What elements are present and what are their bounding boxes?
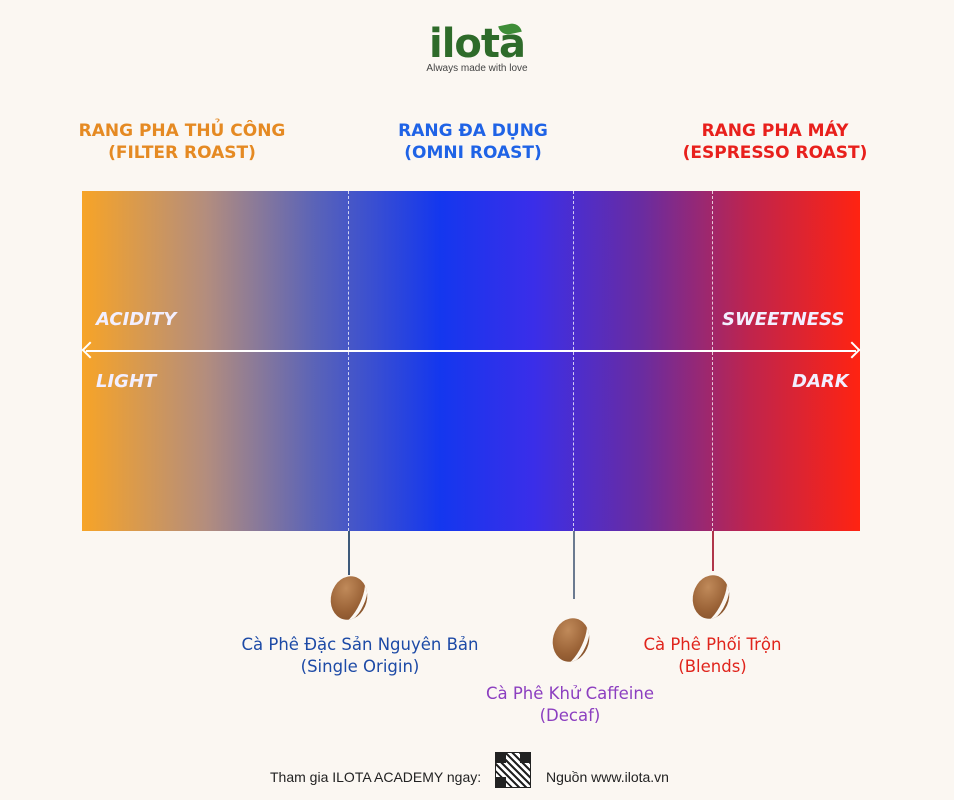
bean-crease xyxy=(691,571,735,623)
coffee-decaf: Cà Phê Khử Caffeine (Decaf) xyxy=(440,683,700,727)
coffee-single-origin-vi: Cà Phê Đặc Sản Nguyên Bản xyxy=(241,635,479,654)
coffee-blends-en: (Blends) xyxy=(678,657,747,676)
heading-filter-title: RANG PHA THỦ CÔNG xyxy=(78,121,286,141)
marker-decaf-dashed xyxy=(573,191,574,531)
coffee-decaf-en: (Decaf) xyxy=(539,706,601,725)
footer-source-link[interactable]: Nguồn www.ilota.vn xyxy=(546,769,669,785)
qr-code-icon[interactable] xyxy=(495,752,531,788)
roast-gradient-bar xyxy=(82,191,860,531)
label-light: LIGHT xyxy=(96,371,157,392)
coffee-blends-vi: Cà Phê Phối Trộn xyxy=(643,635,782,654)
heading-filter-roast: RANG PHA THỦ CÔNG (FILTER ROAST) xyxy=(52,120,312,164)
heading-omni-title: RANG ĐA DỤNG xyxy=(398,121,548,141)
marker-blends-dashed xyxy=(712,191,713,531)
double-arrow-icon xyxy=(86,350,856,352)
label-dark: DARK xyxy=(792,371,849,392)
heading-omni-roast: RANG ĐA DỤNG (OMNI ROAST) xyxy=(358,120,588,164)
heading-espresso-subtitle: (ESPRESSO ROAST) xyxy=(682,143,868,163)
connector-decaf xyxy=(573,531,575,599)
brand-logo: ilota Always made with love xyxy=(0,21,954,74)
connector-blends xyxy=(712,531,714,571)
label-sweetness: SWEETNESS xyxy=(722,309,845,330)
connector-single-origin xyxy=(348,531,350,575)
coffee-bean-icon xyxy=(687,571,735,623)
coffee-blends: Cà Phê Phối Trộn (Blends) xyxy=(600,634,825,678)
marker-single-origin-dashed xyxy=(348,191,349,531)
coffee-bean-icon xyxy=(325,572,373,624)
heading-omni-subtitle: (OMNI ROAST) xyxy=(404,143,542,163)
brand-tagline: Always made with love xyxy=(426,63,528,74)
heading-espresso-title: RANG PHA MÁY xyxy=(701,121,849,141)
footer-join-text: Tham gia ILOTA ACADEMY ngay: xyxy=(270,769,482,785)
brand-wordmark: ilota xyxy=(429,21,526,66)
coffee-decaf-vi: Cà Phê Khử Caffeine xyxy=(485,684,654,703)
coffee-single-origin-en: (Single Origin) xyxy=(300,657,420,676)
heading-espresso-roast: RANG PHA MÁY (ESPRESSO ROAST) xyxy=(655,120,895,164)
bean-crease xyxy=(551,614,595,666)
heading-filter-subtitle: (FILTER ROAST) xyxy=(108,143,256,163)
coffee-bean-icon xyxy=(547,614,595,666)
bean-crease xyxy=(329,572,373,624)
coffee-single-origin: Cà Phê Đặc Sản Nguyên Bản (Single Origin… xyxy=(200,634,520,678)
label-acidity: ACIDITY xyxy=(96,309,177,330)
